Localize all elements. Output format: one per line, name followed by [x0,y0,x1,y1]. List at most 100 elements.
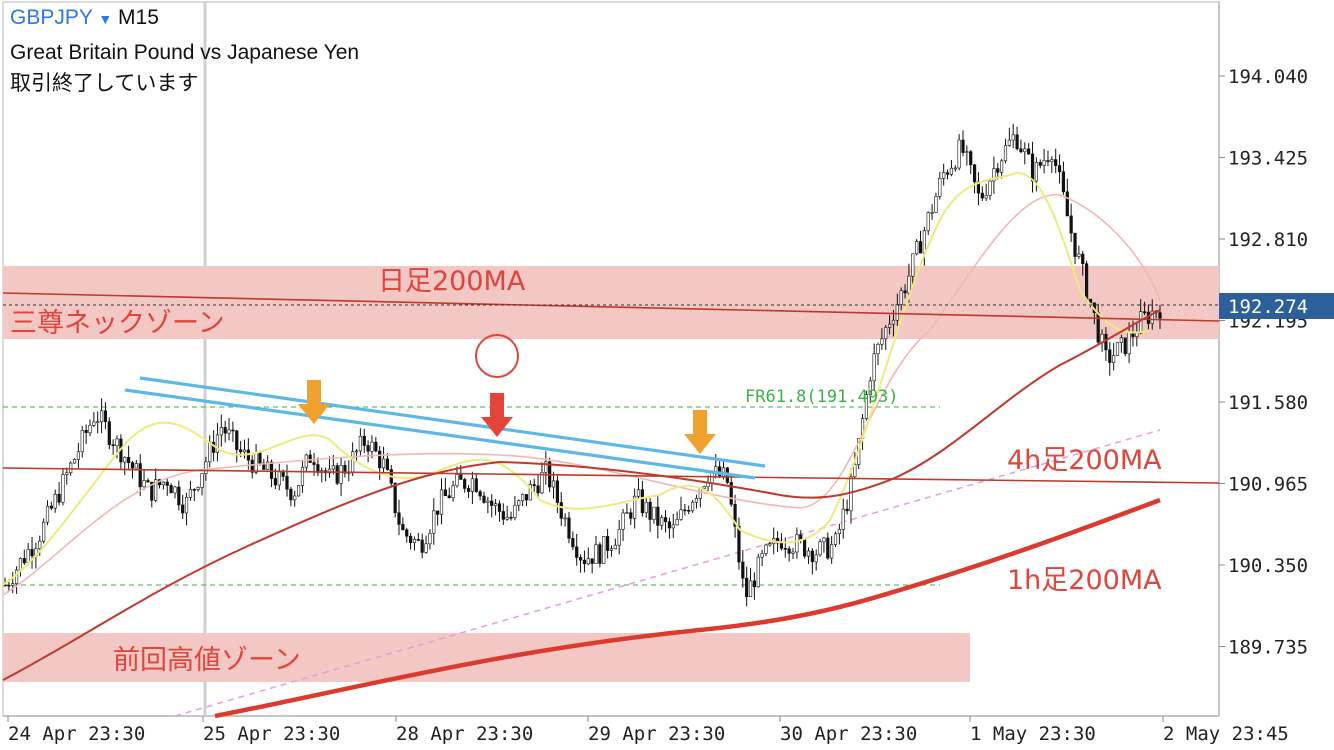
annotation-4h-ma: 4h足200MA [1007,445,1162,476]
chart-frame [2,1,1220,717]
price-tick-label: 190.350 [1228,555,1308,577]
candle-body [1061,171,1066,193]
candle-body [1015,134,1019,150]
candle-body [478,491,482,497]
candle-body [544,461,548,473]
candle-body [258,452,262,464]
time-axis: 24 Apr 23:30 25 Apr 23:30 28 Apr 23:30 29 A… [7,716,1289,745]
candle-body [1142,311,1147,313]
candle-body [683,509,687,512]
candle-body [710,472,714,484]
candle-body [911,253,915,277]
candle-body [768,543,772,546]
annotation-prev-high-zone: 前回高値ゾーン [113,645,301,676]
candle-body [397,512,401,525]
candle-body [756,556,760,588]
candle-body [1069,215,1073,234]
candle-body [532,484,536,487]
candle-body [428,532,432,545]
candle-body [497,503,502,512]
candle-body [795,534,799,553]
time-tick-label: 25 Apr 23:30 [203,723,340,745]
price-tick-label: 193.425 [1228,148,1308,170]
symbol-header[interactable]: GBPJPY ▼ M15 [10,6,159,30]
candle-body [92,421,96,426]
candle-body [420,539,424,553]
candle-body [702,486,706,489]
candle-body [598,544,602,564]
ma-4h-horizontal-line [2,467,1220,484]
candle-body [949,167,954,175]
candle-body [7,584,11,587]
candle-body [84,430,88,434]
candle-body [942,172,946,179]
timeframe-label[interactable]: M15 [118,6,159,29]
candle-body [308,454,312,463]
candle-body [439,489,444,515]
candle-body [586,558,590,565]
candle-body [273,478,278,486]
current-price-label: 192.274 [1228,296,1308,318]
candle-body [1085,263,1089,300]
candle-body [239,449,243,453]
candle-body [331,465,335,470]
candle-body [799,534,803,540]
candle-body [1007,139,1011,146]
candle-body [567,517,571,539]
candle-body [49,505,53,509]
candle-body [590,558,594,564]
candle-body [22,558,26,564]
candle-body [169,485,173,494]
candle-body [289,488,293,501]
symbol-name[interactable]: GBPJPY [10,6,93,29]
candle-body [405,529,409,537]
candle-body [934,196,938,213]
candle-body [907,275,911,294]
arrow-down-icon [684,410,716,454]
candle-body [1150,310,1154,324]
candle-body [555,480,559,503]
candle-body [849,476,853,512]
candle-body [582,559,587,565]
candle-body [806,550,811,557]
candle-body [416,539,420,541]
chevron-down-icon[interactable]: ▼ [98,11,113,27]
annotation-1h-ma: 1h足200MA [1007,565,1162,596]
candle-body [571,538,575,548]
candle-body [381,458,386,469]
candle-body [845,508,849,512]
candle-body [281,471,285,477]
candle-body [285,476,289,490]
candle-body [451,485,455,498]
candle-body [517,500,521,506]
candle-body [1096,312,1100,343]
candle-body [501,511,505,520]
price-tick-label: 189.735 [1228,637,1308,659]
candle-body [127,457,131,463]
candle-body [760,553,764,558]
candle-body [578,557,583,561]
candle-body [219,427,223,436]
candle-body [745,577,749,598]
candle-body [764,544,768,554]
candle-body [142,480,146,488]
candle-body [1119,337,1123,343]
candle-body [644,501,648,514]
candle-body [996,168,1000,173]
candle-body [188,488,193,498]
diagonal-trend-dashed [174,429,1161,717]
market-status: 取引終了しています [10,72,199,95]
candle-body [976,181,981,194]
candle-body [741,561,745,579]
candle-body [868,380,872,395]
candle-body [150,481,154,501]
candle-body [1127,331,1131,355]
candle-body [65,472,69,475]
candle-body [1108,349,1112,363]
candle-body [235,430,239,450]
candle-body [1065,191,1069,217]
candle-body [463,479,467,489]
candle-body [277,471,281,486]
candle-body [930,212,934,214]
